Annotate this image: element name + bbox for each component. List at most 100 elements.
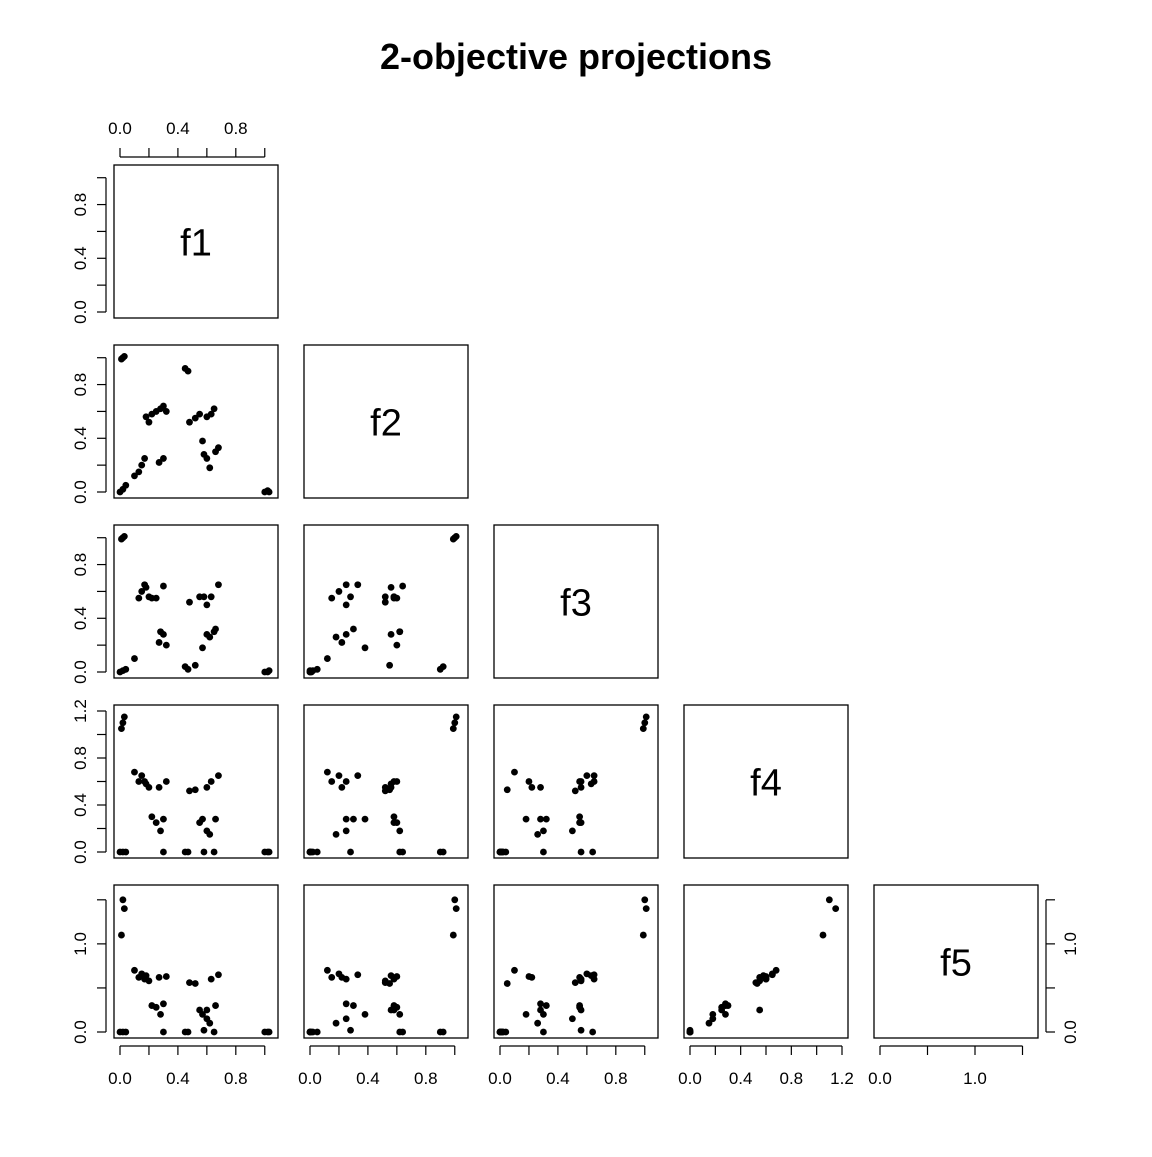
point-f2-f3-24 <box>361 644 369 652</box>
point-f1-f3-6 <box>131 655 138 662</box>
point-f4-f5-31 <box>722 1002 729 1009</box>
left-tick-label: 0.4 <box>71 246 90 270</box>
point-f1-f4-6 <box>131 768 138 776</box>
point-f2-f4-1 <box>452 713 460 721</box>
point-f1-f2-11 <box>145 418 153 426</box>
point-f1-f3-31 <box>212 625 219 633</box>
point-f1-f5-16 <box>155 973 163 981</box>
point-f3-f4-0 <box>641 719 649 727</box>
point-f2-f4-8 <box>335 772 343 780</box>
point-f2-f4-31 <box>350 815 357 823</box>
bottom-tick-label: 0.8 <box>780 1069 804 1088</box>
panel-f3-f4 <box>493 704 659 859</box>
point-f2-f4-20 <box>436 848 444 856</box>
point-f3-f5-25 <box>577 1026 585 1034</box>
point-f2-f3-27 <box>332 633 340 641</box>
point-f3-f5-26 <box>568 1015 576 1023</box>
point-f1-f5-10 <box>142 972 150 979</box>
point-f3-f4-31 <box>542 815 550 823</box>
point-f1-f5-24 <box>199 1010 206 1018</box>
point-f1-f2-8 <box>138 461 146 469</box>
bottom-tick-label: 0.8 <box>224 1069 248 1088</box>
point-f3-f5-22 <box>503 980 511 987</box>
point-f2-f5-35 <box>306 1028 314 1036</box>
point-f1-f5-22 <box>191 980 199 987</box>
point-f3-f4-8 <box>583 772 591 780</box>
point-f3-f4-26 <box>568 827 576 835</box>
point-f2-f3-11 <box>381 593 389 601</box>
bottom-tick-label: 0.4 <box>729 1069 753 1088</box>
left-tick-label: 0.0 <box>71 1020 90 1044</box>
right-tick-label: 0.0 <box>1061 1020 1080 1044</box>
point-f2-f4-28 <box>387 783 395 791</box>
point-f2-f5-16 <box>338 973 346 981</box>
point-f1-f3-25 <box>200 593 208 601</box>
left-tick-label: 0.8 <box>71 553 90 577</box>
point-f1-f4-31 <box>212 815 219 823</box>
point-f3-f4-17 <box>525 778 533 785</box>
point-f1-f5-20 <box>184 1028 192 1036</box>
point-f2-f5-29 <box>390 975 398 983</box>
point-f1-f4-7 <box>135 778 143 785</box>
point-f4-f5-23 <box>718 1006 726 1014</box>
point-f3-f4-10 <box>587 780 595 788</box>
left-tick-label: 0.8 <box>71 746 90 770</box>
point-f1-f5-0 <box>119 896 127 904</box>
point-f1-f2-16 <box>155 459 163 466</box>
point-f1-f2-6 <box>131 472 138 480</box>
point-f1-f3-22 <box>191 661 199 669</box>
point-f1-f5-32 <box>215 971 222 979</box>
point-f3-f4-29 <box>577 778 585 785</box>
point-f2-f5-14 <box>396 1010 404 1018</box>
point-f4-f5-27 <box>705 1019 713 1027</box>
point-f3-f5-2 <box>639 931 647 939</box>
point-f1-f4-8 <box>138 772 146 780</box>
point-f1-f5-6 <box>131 966 138 974</box>
point-f1-f3-10 <box>142 584 150 591</box>
point-f1-f2-32 <box>215 444 222 452</box>
left-tick-label: 0.8 <box>71 193 90 217</box>
panel-f2-f5 <box>303 884 469 1039</box>
panel-f3-f3 <box>493 524 659 679</box>
bottom-tick-label: 0.0 <box>678 1069 702 1088</box>
point-f2-f5-1 <box>452 905 460 913</box>
point-f1-f5-5 <box>122 1028 130 1036</box>
point-f1-f2-2 <box>118 355 125 363</box>
point-f2-f5-31 <box>350 1002 357 1009</box>
point-f1-f2-20 <box>184 367 192 375</box>
point-f1-f3-32 <box>215 581 222 589</box>
point-f3-f5-17 <box>525 973 533 980</box>
point-f2-f5-32 <box>354 971 362 979</box>
point-f3-f5-1 <box>642 905 650 913</box>
left-tick-label: 0.4 <box>71 793 90 817</box>
point-f3-f4-23 <box>577 819 585 827</box>
point-f1-f4-35 <box>265 848 273 856</box>
point-f2-f3-2 <box>449 535 457 543</box>
point-f4-f5-35 <box>686 1028 694 1036</box>
bottom-tick-label: 0.8 <box>604 1069 628 1088</box>
point-f2-f4-25 <box>347 848 354 856</box>
point-f2-f4-32 <box>354 772 362 780</box>
point-f2-f5-0 <box>451 896 459 904</box>
point-f1-f3-16 <box>155 639 163 646</box>
point-f1-f3-5 <box>122 665 130 673</box>
point-f3-f5-21 <box>571 979 579 987</box>
point-f2-f4-6 <box>323 768 331 776</box>
top-tick-label: 0.4 <box>166 119 190 138</box>
point-f2-f4-7 <box>328 778 336 785</box>
point-f3-f4-28 <box>537 783 544 791</box>
point-f1-f3-8 <box>138 588 146 595</box>
point-f1-f4-15 <box>160 815 167 823</box>
point-f1-f5-15 <box>160 1000 167 1008</box>
point-f2-f5-6 <box>323 966 331 974</box>
point-f1-f3-15 <box>160 631 167 638</box>
point-f1-f3-35 <box>265 667 273 675</box>
point-f1-f4-12 <box>148 813 156 821</box>
point-f1-f4-16 <box>155 783 163 791</box>
bottom-tick-label: 0.0 <box>298 1069 322 1088</box>
point-f1-f5-21 <box>186 979 193 987</box>
panel-f5-f5 <box>873 884 1039 1039</box>
point-f2-f4-16 <box>338 783 346 791</box>
panel-f2-f2 <box>303 344 469 499</box>
